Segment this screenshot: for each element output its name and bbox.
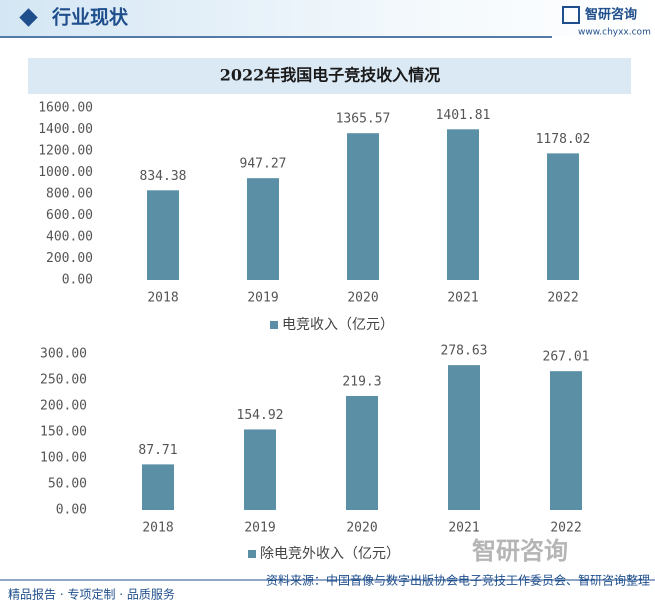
y-tick-label: 200.00 bbox=[40, 399, 87, 414]
value-label: 267.01 bbox=[543, 350, 590, 365]
footer-slogan: 精品报告 · 专项定制 · 品质服务 bbox=[8, 587, 175, 602]
bar bbox=[447, 129, 479, 280]
legend-label: 电竞收入（亿元） bbox=[282, 316, 394, 333]
bar bbox=[147, 190, 179, 280]
header-url: www.chyxx.com bbox=[578, 28, 651, 38]
y-tick-label: 1400.00 bbox=[38, 122, 93, 137]
header-title: 行业现状 bbox=[51, 6, 129, 29]
y-tick-label: 1600.00 bbox=[38, 101, 93, 116]
y-tick-label: 100.00 bbox=[40, 451, 87, 466]
y-tick-label: 150.00 bbox=[40, 425, 87, 440]
y-tick-label: 200.00 bbox=[46, 251, 93, 266]
value-label: 1401.81 bbox=[436, 108, 491, 123]
y-tick-label: 50.00 bbox=[48, 477, 87, 492]
footer-source: 资料来源：中国音像与数字出版协会电子竞技工作委员会、智研咨询整理 bbox=[266, 573, 650, 588]
x-tick-label: 2022 bbox=[550, 521, 581, 536]
x-tick-label: 2022 bbox=[547, 291, 578, 306]
header-band bbox=[0, 0, 655, 36]
bar bbox=[346, 395, 378, 510]
y-tick-label: 800.00 bbox=[46, 187, 93, 202]
footer-logo: 智研咨询 bbox=[472, 537, 568, 565]
y-tick-label: 600.00 bbox=[46, 208, 93, 223]
x-tick-label: 2019 bbox=[244, 521, 275, 536]
y-tick-label: 0.00 bbox=[56, 503, 87, 518]
x-tick-label: 2021 bbox=[447, 291, 478, 306]
value-label: 1178.02 bbox=[536, 132, 591, 147]
bar bbox=[550, 371, 582, 510]
header-logo: 智研咨询 bbox=[585, 7, 637, 23]
bar bbox=[247, 178, 279, 280]
logo-icon bbox=[562, 6, 580, 24]
x-tick-label: 2020 bbox=[347, 291, 378, 306]
x-tick-label: 2018 bbox=[147, 291, 178, 306]
legend-swatch bbox=[248, 550, 256, 558]
x-tick-label: 2021 bbox=[448, 521, 479, 536]
bar bbox=[547, 153, 579, 280]
y-tick-label: 250.00 bbox=[40, 373, 87, 388]
x-tick-label: 2019 bbox=[247, 291, 278, 306]
value-label: 947.27 bbox=[240, 157, 287, 172]
bar bbox=[347, 133, 379, 280]
y-tick-label: 1000.00 bbox=[38, 165, 93, 180]
value-label: 87.71 bbox=[138, 443, 177, 458]
y-tick-label: 300.00 bbox=[40, 347, 87, 362]
x-tick-label: 2018 bbox=[142, 521, 173, 536]
x-tick-label: 2020 bbox=[346, 521, 377, 536]
bar bbox=[244, 429, 276, 510]
y-tick-label: 0.00 bbox=[62, 273, 93, 288]
chart-title: 2022年我国电子竞技收入情况 bbox=[220, 66, 441, 85]
title-band bbox=[28, 58, 631, 94]
legend-swatch bbox=[270, 321, 278, 329]
value-label: 1365.57 bbox=[336, 112, 391, 127]
value-label: 219.3 bbox=[342, 374, 381, 389]
value-label: 834.38 bbox=[140, 169, 187, 184]
bar bbox=[142, 464, 174, 510]
legend-label: 除电竞外收入（亿元） bbox=[260, 545, 400, 562]
y-tick-label: 400.00 bbox=[46, 230, 93, 245]
value-label: 154.92 bbox=[237, 408, 284, 423]
bar bbox=[448, 365, 480, 510]
value-label: 278.63 bbox=[441, 344, 488, 359]
y-tick-label: 1200.00 bbox=[38, 144, 93, 159]
